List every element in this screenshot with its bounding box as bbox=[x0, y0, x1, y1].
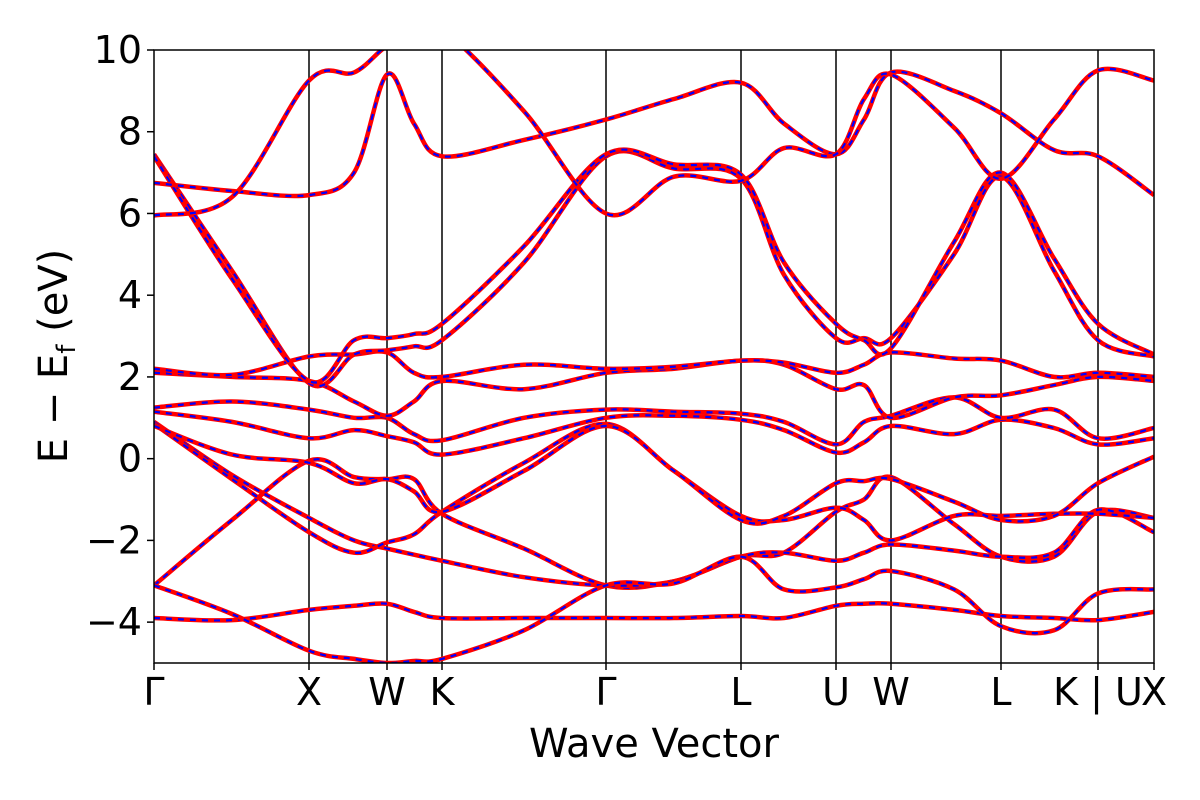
band-line-red bbox=[154, 147, 1154, 385]
y-axis-label-suffix: (eV) bbox=[31, 249, 77, 345]
y-tick-label: 0 bbox=[118, 437, 142, 481]
y-tick-label: 10 bbox=[94, 28, 142, 72]
y-axis-label-subscript: f bbox=[52, 344, 82, 354]
band-line-blue-dashed bbox=[154, 458, 1154, 589]
x-tick-label: Γ bbox=[143, 670, 164, 714]
x-tick-label: X bbox=[296, 670, 322, 714]
band-line-blue-dashed bbox=[154, 422, 1154, 554]
band-line-blue-dashed bbox=[154, 602, 1154, 622]
y-tick-label: −4 bbox=[86, 600, 142, 644]
y-axis-label-main: E − E bbox=[31, 354, 77, 464]
y-tick-label: 8 bbox=[118, 110, 142, 154]
y-tick-label: 4 bbox=[118, 273, 142, 317]
band-line-red bbox=[154, 420, 1154, 588]
band-line-blue-dashed bbox=[154, 420, 1154, 587]
band-line-blue-dashed bbox=[154, 148, 1154, 384]
band-line-blue-dashed bbox=[154, 396, 1154, 446]
x-tick-label: W bbox=[872, 670, 910, 714]
band-line-blue-dashed bbox=[154, 150, 1154, 388]
band-lines bbox=[154, 50, 1154, 663]
band-line-blue-dashed bbox=[154, 70, 1154, 198]
band-line-red bbox=[154, 349, 1154, 380]
x-tick-label: X bbox=[1141, 670, 1167, 714]
y-axis-label: E − Ef (eV) bbox=[31, 249, 82, 464]
band-line-blue-dashed bbox=[154, 424, 1154, 525]
band-line-blue-dashed bbox=[154, 350, 1154, 379]
x-axis-label: Wave Vector bbox=[529, 721, 780, 767]
x-tick-label: K | U bbox=[1053, 670, 1143, 715]
x-tick-label: W bbox=[368, 670, 406, 714]
band-line-blue-dashed bbox=[154, 410, 1154, 456]
x-tick-label: L bbox=[990, 670, 1011, 714]
x-tick-label: L bbox=[730, 670, 751, 714]
band-line-red bbox=[154, 50, 1154, 218]
band-line-red bbox=[154, 421, 1154, 556]
y-tick-label: 2 bbox=[118, 355, 142, 399]
band-line-red bbox=[154, 423, 1154, 526]
y-axis-ticks: −4 −2 0 2 4 6 8 10 bbox=[86, 28, 154, 644]
x-tick-label: Γ bbox=[595, 670, 616, 714]
x-tick-label: K bbox=[430, 670, 456, 714]
x-tick-label: U bbox=[822, 670, 850, 714]
band-line-red bbox=[154, 456, 1154, 591]
band-line-red bbox=[154, 600, 1154, 623]
plot-frame bbox=[153, 49, 1155, 664]
y-tick-label: −2 bbox=[86, 518, 142, 562]
band-line-blue-dashed bbox=[154, 555, 1154, 663]
y-tick-label: 6 bbox=[118, 191, 142, 235]
band-line-blue-dashed bbox=[154, 50, 1154, 217]
